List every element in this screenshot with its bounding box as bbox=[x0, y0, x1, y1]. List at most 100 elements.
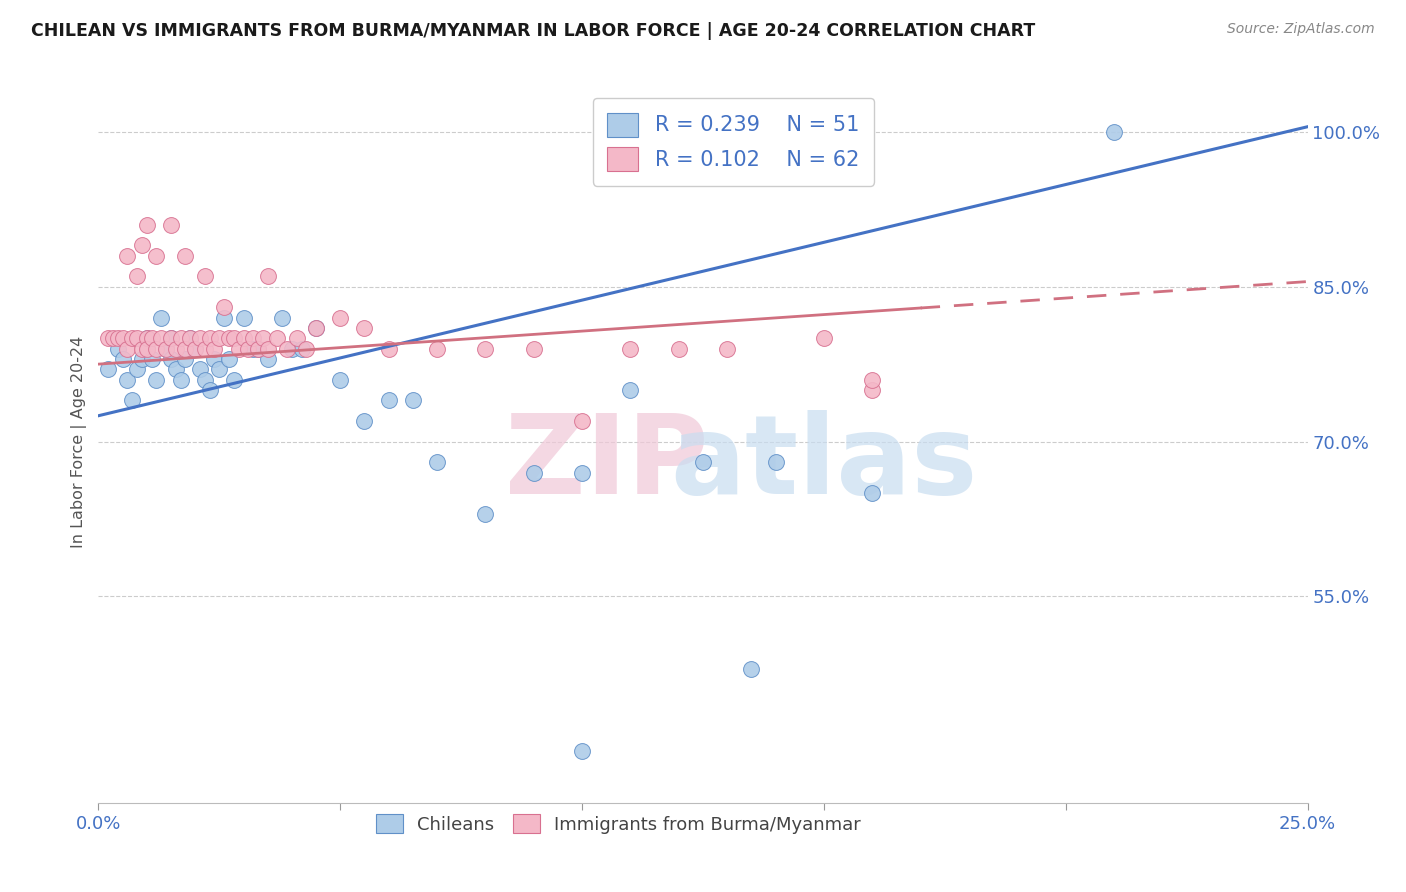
Point bbox=[353, 321, 375, 335]
Point bbox=[194, 373, 217, 387]
Point bbox=[860, 486, 883, 500]
Point bbox=[208, 362, 231, 376]
Point bbox=[256, 351, 278, 366]
Point bbox=[353, 414, 375, 428]
Text: Source: ZipAtlas.com: Source: ZipAtlas.com bbox=[1227, 22, 1375, 37]
Point bbox=[131, 342, 153, 356]
Point bbox=[194, 269, 217, 284]
Point bbox=[145, 373, 167, 387]
Point bbox=[426, 342, 449, 356]
Point bbox=[329, 373, 352, 387]
Text: atlas: atlas bbox=[671, 409, 977, 516]
Point bbox=[242, 331, 264, 345]
Point bbox=[117, 342, 139, 356]
Point bbox=[127, 331, 149, 345]
Point bbox=[474, 507, 496, 521]
Legend: Chileans, Immigrants from Burma/Myanmar: Chileans, Immigrants from Burma/Myanmar bbox=[368, 807, 868, 841]
Point bbox=[222, 331, 245, 345]
Point bbox=[174, 342, 197, 356]
Point bbox=[198, 383, 221, 397]
Point bbox=[285, 331, 308, 345]
Point bbox=[160, 331, 183, 345]
Point bbox=[135, 342, 157, 356]
Point bbox=[107, 342, 129, 356]
Point bbox=[860, 373, 883, 387]
Point bbox=[141, 351, 163, 366]
Point bbox=[232, 331, 254, 345]
Point bbox=[174, 351, 197, 366]
Point bbox=[204, 342, 226, 356]
Point bbox=[228, 342, 250, 356]
Point bbox=[204, 351, 226, 366]
Point bbox=[131, 238, 153, 252]
Point bbox=[266, 331, 288, 345]
Point bbox=[238, 342, 260, 356]
Point bbox=[212, 301, 235, 315]
Point bbox=[247, 342, 270, 356]
Point bbox=[813, 331, 835, 345]
Point bbox=[271, 310, 294, 325]
Point bbox=[165, 342, 187, 356]
Point bbox=[135, 218, 157, 232]
Point bbox=[256, 269, 278, 284]
Point bbox=[131, 351, 153, 366]
Point bbox=[329, 310, 352, 325]
Point bbox=[523, 342, 546, 356]
Point bbox=[281, 342, 304, 356]
Point bbox=[127, 269, 149, 284]
Point bbox=[135, 342, 157, 356]
Point bbox=[474, 342, 496, 356]
Point bbox=[107, 331, 129, 345]
Point bbox=[97, 331, 120, 345]
Point bbox=[740, 662, 762, 676]
Point bbox=[242, 342, 264, 356]
Point bbox=[256, 342, 278, 356]
Point bbox=[619, 342, 641, 356]
Point bbox=[194, 342, 217, 356]
Point bbox=[150, 331, 173, 345]
Point bbox=[571, 744, 593, 758]
Y-axis label: In Labor Force | Age 20-24: In Labor Force | Age 20-24 bbox=[72, 335, 87, 548]
Point bbox=[247, 342, 270, 356]
Point bbox=[198, 331, 221, 345]
Point bbox=[184, 342, 207, 356]
Text: CHILEAN VS IMMIGRANTS FROM BURMA/MYANMAR IN LABOR FORCE | AGE 20-24 CORRELATION : CHILEAN VS IMMIGRANTS FROM BURMA/MYANMAR… bbox=[31, 22, 1035, 40]
Point bbox=[188, 362, 211, 376]
Point bbox=[97, 362, 120, 376]
Point bbox=[135, 331, 157, 345]
Point bbox=[127, 362, 149, 376]
Point bbox=[218, 331, 240, 345]
Point bbox=[179, 331, 201, 345]
Point bbox=[135, 331, 157, 345]
Point bbox=[295, 342, 318, 356]
Point bbox=[160, 331, 183, 345]
Point bbox=[571, 466, 593, 480]
Point bbox=[571, 414, 593, 428]
Point bbox=[169, 373, 191, 387]
Point bbox=[860, 383, 883, 397]
Point bbox=[222, 373, 245, 387]
Text: ZIP: ZIP bbox=[505, 409, 709, 516]
Point bbox=[290, 342, 312, 356]
Point bbox=[141, 331, 163, 345]
Point bbox=[111, 351, 134, 366]
Point bbox=[160, 351, 183, 366]
Point bbox=[212, 310, 235, 325]
Point bbox=[165, 362, 187, 376]
Point bbox=[111, 331, 134, 345]
Point bbox=[208, 331, 231, 345]
Point bbox=[619, 383, 641, 397]
Point bbox=[426, 455, 449, 469]
Point bbox=[155, 342, 177, 356]
Point bbox=[218, 351, 240, 366]
Point bbox=[765, 455, 787, 469]
Point bbox=[716, 342, 738, 356]
Point bbox=[184, 342, 207, 356]
Point bbox=[305, 321, 328, 335]
Point bbox=[692, 455, 714, 469]
Point bbox=[121, 393, 143, 408]
Point bbox=[179, 331, 201, 345]
Point bbox=[377, 342, 399, 356]
Point bbox=[155, 342, 177, 356]
Point bbox=[169, 331, 191, 345]
